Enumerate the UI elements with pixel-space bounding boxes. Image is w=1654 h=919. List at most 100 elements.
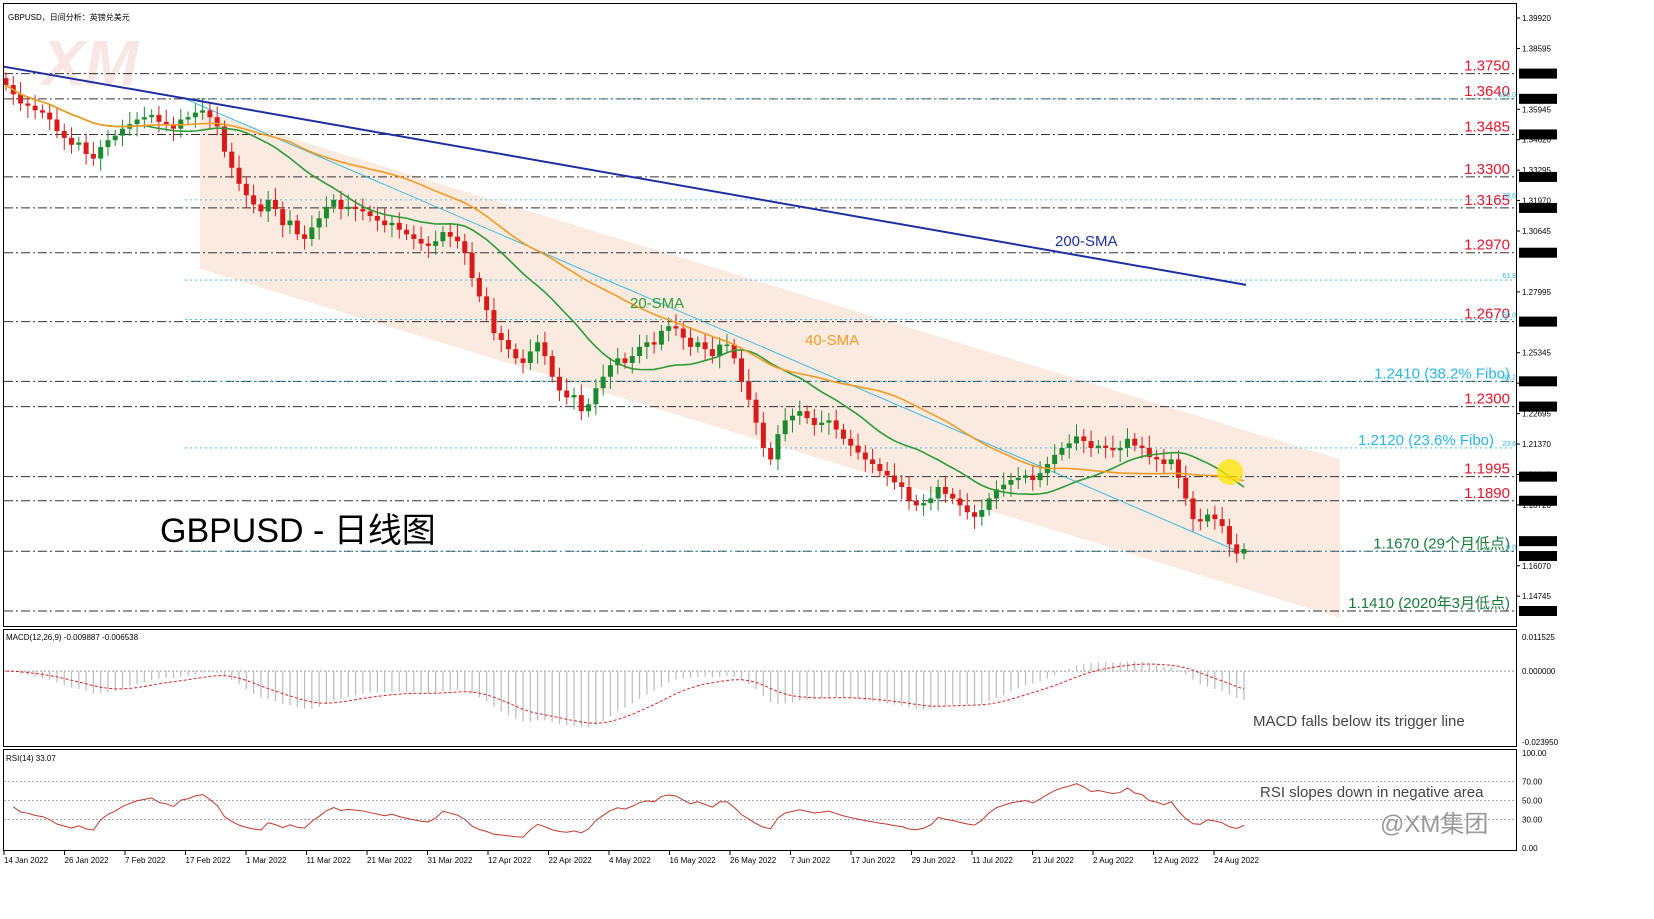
sma-line — [5, 84, 1245, 482]
candle-body — [768, 447, 774, 460]
price-box-label: 1.19950 — [1522, 473, 1551, 482]
candle-body — [921, 503, 927, 506]
big-label: GBPUSD - 日线图 — [160, 512, 436, 550]
candle-body — [935, 486, 941, 499]
macd-panel: 0.011525 0.000000 -0.023950 — [4, 633, 1559, 747]
candle-body — [32, 105, 38, 111]
level-label: 1.3300 — [1464, 161, 1510, 178]
fibo-label: 1.2120 (23.6% Fibo) — [1358, 432, 1494, 449]
candle-body — [899, 482, 905, 487]
candle-body — [972, 512, 978, 517]
candle-body — [1205, 514, 1211, 522]
rsi-tick-label: 0.00 — [1522, 844, 1538, 853]
candle-body — [964, 505, 970, 513]
price-box-label: 1.31650 — [1522, 204, 1551, 213]
moving-averages — [3, 65, 1247, 496]
price-box — [1519, 401, 1557, 412]
price-tick-label: 1.38595 — [1522, 44, 1551, 53]
candle-body — [666, 326, 672, 331]
candle-body — [979, 509, 985, 517]
level-label: 1.1890 — [1464, 485, 1510, 502]
candle-body — [207, 110, 213, 118]
time-tick-label: 22 Apr 2022 — [549, 856, 593, 865]
candle-body — [112, 135, 118, 141]
fibo-trendline — [184, 98, 1239, 552]
price-box — [1519, 606, 1557, 616]
candle-body — [1132, 438, 1138, 446]
candle-body — [695, 342, 701, 347]
candle-body — [498, 333, 504, 340]
candle-body — [214, 117, 220, 127]
candle-body — [39, 110, 45, 113]
candle-body — [855, 445, 861, 453]
level-label: 1.2300 — [1464, 391, 1510, 408]
candle-body — [942, 486, 948, 494]
candle-body — [615, 358, 621, 366]
price-box-label: 1.16493 — [1522, 552, 1551, 561]
price-box — [1519, 376, 1557, 387]
price-box-label: 1.29700 — [1522, 249, 1551, 258]
candle-body — [338, 199, 344, 210]
candle-body — [535, 342, 541, 352]
time-tick-label: 26 May 2022 — [730, 856, 777, 865]
level-label: 1.3750 — [1464, 58, 1510, 75]
candle-body — [527, 351, 533, 363]
candle-body — [622, 358, 628, 363]
candle-body — [323, 206, 329, 219]
price-box-label: 1.36400 — [1522, 95, 1551, 104]
candle-body — [484, 296, 490, 311]
sma20-label: 20-SMA — [630, 295, 684, 312]
candle-body — [950, 493, 956, 499]
level-label: 1.3640 — [1464, 83, 1510, 100]
candle-body — [1161, 459, 1167, 465]
candle-body — [680, 328, 686, 338]
price-box — [1519, 316, 1557, 327]
candle-body — [302, 234, 308, 239]
candle-body — [542, 342, 548, 357]
price-box-label: 1.23000 — [1522, 403, 1551, 412]
candle-body — [1037, 473, 1043, 481]
candle-body — [18, 94, 24, 104]
candle-body — [586, 404, 592, 412]
level-label: 1.2670 — [1464, 306, 1510, 323]
price-tick-label: 1.30645 — [1522, 227, 1551, 236]
candle-body — [396, 222, 402, 230]
candle-body — [367, 211, 373, 216]
rsi-note: RSI slopes down in negative area — [1260, 784, 1484, 801]
candle-body — [374, 215, 380, 221]
candle-body — [309, 227, 315, 239]
rsi-tick-label: 70.00 — [1522, 778, 1543, 787]
candle-body — [1226, 526, 1232, 545]
price-box — [1519, 536, 1557, 547]
candle-body — [25, 103, 31, 106]
candle-body — [331, 199, 337, 207]
candle-body — [1197, 519, 1203, 522]
candle-body — [1124, 438, 1130, 448]
price-box — [1519, 68, 1557, 79]
macd-header: MACD(12,26,9) -0.009887 -0.006538 — [6, 633, 139, 642]
candle-body — [746, 381, 752, 400]
fibo-ratio: 100.0 — [1498, 92, 1516, 99]
candle-body — [891, 475, 897, 483]
candle-body — [221, 126, 227, 152]
price-box-label: 1.14100 — [1522, 607, 1551, 616]
time-tick-label: 11 Mar 2022 — [307, 856, 352, 865]
rsi-panel: 100.00 70.00 50.00 30.00 0.00 — [4, 749, 1547, 853]
candle-body — [185, 117, 191, 120]
candle-body — [47, 112, 53, 120]
candle-body — [848, 438, 854, 446]
candle-body — [156, 114, 162, 122]
candle-body — [1088, 441, 1094, 448]
level-label: 1.2970 — [1464, 237, 1510, 254]
candle-body — [1081, 436, 1087, 442]
price-tick-label: 1.14745 — [1522, 592, 1551, 601]
candle-body — [1074, 436, 1080, 444]
price-box — [1519, 202, 1557, 213]
candle-body — [717, 344, 723, 357]
fibo-ratio: 23.6 — [1502, 441, 1516, 448]
candle-body — [83, 142, 89, 154]
price-box — [1519, 171, 1557, 182]
candle-body — [986, 498, 992, 510]
macd-signal-line — [5, 663, 1245, 724]
candle-body — [236, 167, 242, 184]
